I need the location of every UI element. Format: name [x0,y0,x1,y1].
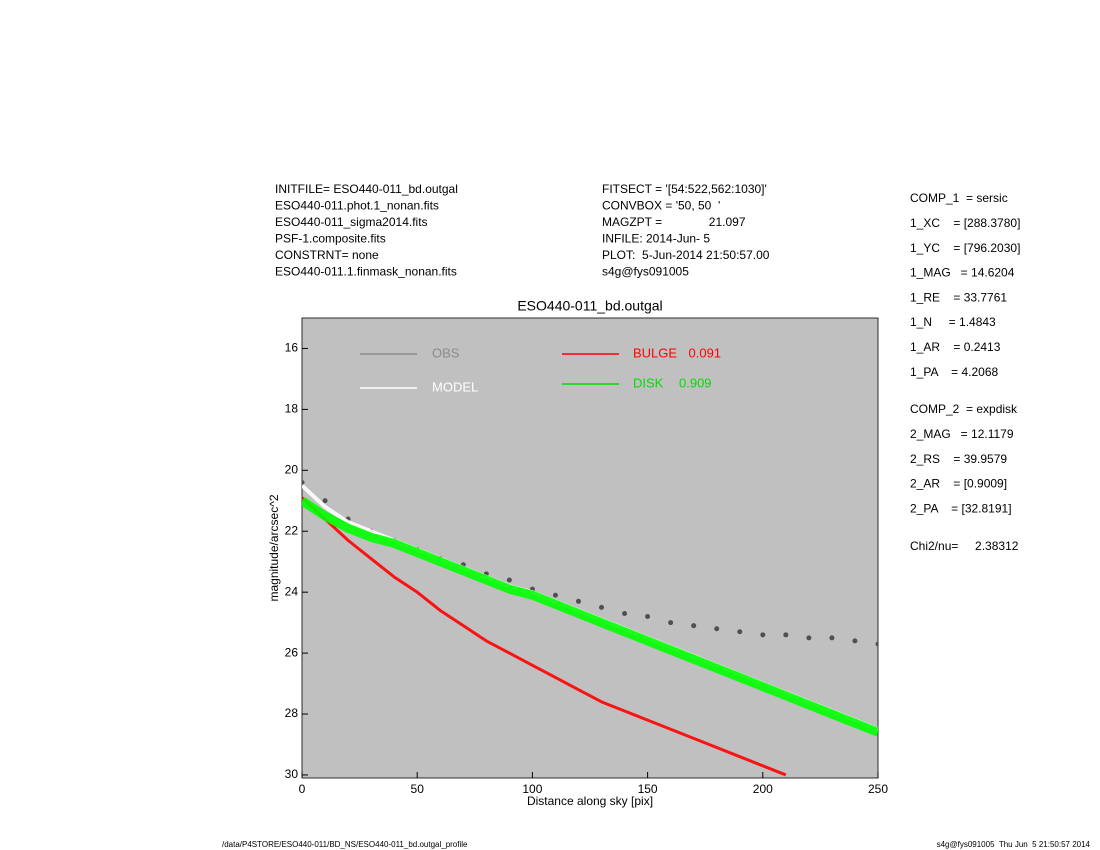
y-tick-label: 24 [285,584,299,598]
obs-point [829,635,835,641]
legend-label: OBS [432,345,460,360]
legend-fraction: 0.091 [689,345,722,360]
obs-point [691,623,697,629]
legend-fraction: 0.909 [679,375,712,390]
x-tick-label: 150 [638,782,658,796]
obs-point [875,641,878,647]
y-tick-label: 28 [285,706,299,720]
obs-point [506,577,512,583]
legend-label: BULGE [633,345,677,360]
component-param: 1_XC = [288.3780] [910,216,1020,230]
header-line: ESO440-011.phot.1_nonan.fits [275,199,439,213]
x-tick-label: 0 [299,782,306,796]
component-param: 2_MAG = 12.1179 [910,427,1014,441]
footer-stamp: s4g@fys091005 Thu Jun 5 21:50:57 2014 [937,840,1091,849]
component-param: 2_RS = 39.9579 [910,452,1007,466]
obs-point [668,620,674,626]
component-param: 2_PA = [32.8191] [910,501,1012,515]
obs-point [714,626,720,632]
component-param: 1_RE = 33.7761 [910,290,1007,304]
obs-point [737,629,743,635]
x-axis-label: Distance along sky [pix] [527,794,653,808]
obs-point [302,480,305,486]
header-line: CONVBOX = '50, 50 ' [602,199,720,213]
y-tick-label: 18 [285,402,299,416]
y-tick-label: 26 [285,645,299,659]
header-line: INFILE: 2014-Jun- 5 [602,232,710,246]
header-line: PLOT: 5-Jun-2014 21:50:57.00 [602,248,770,262]
legend-label: MODEL [432,379,478,394]
obs-point [760,632,766,638]
plot-area [302,480,878,777]
obs-point [806,635,812,641]
component-param: 1_AR = 0.2413 [910,340,1001,354]
y-tick-label: 30 [285,767,299,781]
x-tick-label: 250 [868,782,888,796]
chi-square: Chi2/nu= 2.38312 [910,539,1019,553]
obs-point [322,498,328,504]
obs-point [852,638,858,644]
x-tick-label: 200 [753,782,773,796]
header-line: ESO440-011.1.finmask_nonan.fits [275,265,457,279]
plot-background [301,317,879,779]
header-line: s4g@fys091005 [602,265,689,279]
component-param: COMP_1 = sersic [910,191,1008,205]
y-axis-label: magnitude/arcsec^2 [267,494,281,601]
footer-path: /data/P4STORE/ESO440-011/BD_NS/ESO440-01… [222,840,468,849]
obs-point [599,604,605,610]
obs-point [645,614,651,620]
profile-line [302,496,787,777]
obs-point [552,592,558,598]
component-param: 1_MAG = 14.6204 [910,266,1015,280]
chart-title: ESO440-011_bd.outgal [517,298,662,314]
obs-point [783,632,789,638]
component-param: 1_YC = [796.2030] [910,241,1020,255]
y-tick-label: 16 [285,341,299,355]
profile-line [302,497,878,737]
obs-point [575,598,581,604]
header-line: ESO440-011_sigma2014.fits [275,215,428,229]
x-tick-label: 100 [522,782,542,796]
x-tick-label: 50 [411,782,425,796]
header-line: PSF-1.composite.fits [275,232,386,246]
obs-point [622,610,628,616]
component-param: 1_N = 1.4843 [910,315,996,329]
y-tick-label: 22 [285,523,299,537]
y-tick-label: 20 [285,462,299,476]
header-line: INITFILE= ESO440-011_bd.outgal [275,182,458,196]
header-line: CONSTRNT= none [275,248,379,262]
component-param: 1_PA = 4.2068 [910,365,999,379]
component-param: COMP_2 = expdisk [910,402,1018,416]
header-line: MAGZPT = 21.097 [602,215,746,229]
header-line: FITSECT = '[54:522,562:1030]' [602,182,767,196]
component-param: 2_AR = [0.9009] [910,477,1007,491]
legend-label: DISK [633,375,664,390]
